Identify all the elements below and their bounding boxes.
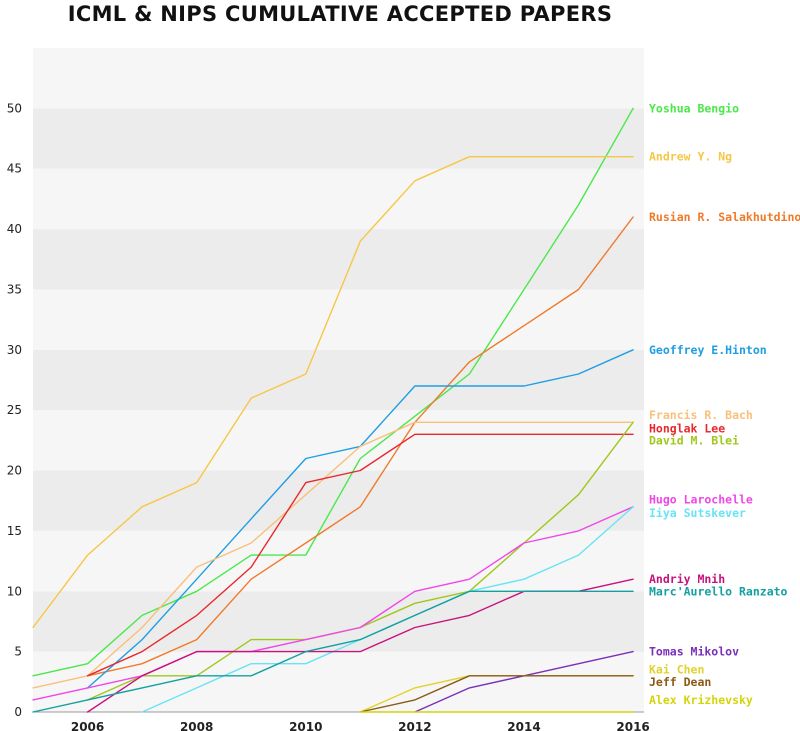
x-axis: 2006 2008 2010 2012 2014 2016 <box>71 720 650 731</box>
series-label: Geoffrey E.Hinton <box>649 343 767 357</box>
y-tick-label: 5 <box>14 645 22 659</box>
series-line <box>359 675 634 713</box>
x-tick-label: 2006 <box>71 720 104 731</box>
series-line <box>32 590 634 713</box>
series-label: Iiya Sutskever <box>649 506 746 520</box>
series-label: Andrew Y. Ng <box>649 150 732 164</box>
x-tick-label: 2012 <box>398 720 431 731</box>
series-label: Marc'Aurello Ranzato <box>649 584 788 598</box>
grid-band <box>33 168 644 230</box>
chart-title: ICML & NIPS CUMULATIVE ACCEPTED PAPERS <box>67 2 613 26</box>
x-tick-label: 2010 <box>289 720 322 731</box>
series-line <box>86 433 634 677</box>
grid-band <box>33 108 644 169</box>
grid-band <box>33 349 644 411</box>
series-label: Andriy Mnih <box>649 572 725 586</box>
grid-band <box>33 48 644 109</box>
y-tick-label: 40 <box>7 222 22 236</box>
y-tick-label: 15 <box>7 524 22 538</box>
series-label: Jeff Dean <box>649 675 711 689</box>
series-line <box>32 506 634 701</box>
series-line <box>32 421 634 689</box>
y-tick-label: 35 <box>7 282 22 296</box>
series-label: Kai Chen <box>649 663 704 677</box>
series-label: Tomas Mikolov <box>649 645 739 659</box>
x-tick-label: 2014 <box>507 720 540 731</box>
grid-band <box>33 651 644 712</box>
series-labels: Yoshua Bengio Andrew Y. Ng Rusian R. Salak… <box>649 101 800 707</box>
y-tick-label: 30 <box>7 343 22 357</box>
x-tick-label: 2008 <box>180 720 213 731</box>
series-line <box>32 107 634 677</box>
grid-band <box>33 410 644 471</box>
series-line <box>32 155 634 629</box>
x-tick-label: 2016 <box>616 720 649 731</box>
grid-band <box>33 229 644 290</box>
series-label: Alex Krizhevsky <box>649 693 753 707</box>
y-tick-label: 45 <box>7 162 22 176</box>
y-axis: 0 5 10 15 20 25 30 35 40 45 50 <box>7 101 22 719</box>
y-tick-label: 25 <box>7 403 22 417</box>
series-label: Honglak Lee <box>649 421 725 435</box>
series-label: Francis R. Bach <box>649 408 753 422</box>
series-label: Rusian R. Salakhutdinov <box>649 210 800 224</box>
y-tick-label: 0 <box>14 705 22 719</box>
y-tick-label: 50 <box>7 101 22 115</box>
series-line <box>86 216 634 677</box>
series-label: David M. Blei <box>649 433 739 447</box>
y-tick-label: 10 <box>7 584 22 598</box>
grid-band <box>33 530 644 592</box>
series-label: Hugo Larochelle <box>649 493 753 507</box>
y-tick-label: 20 <box>7 464 22 478</box>
series-lines <box>32 107 634 713</box>
grid-band <box>33 289 644 350</box>
series-label: Yoshua Bengio <box>649 101 739 115</box>
